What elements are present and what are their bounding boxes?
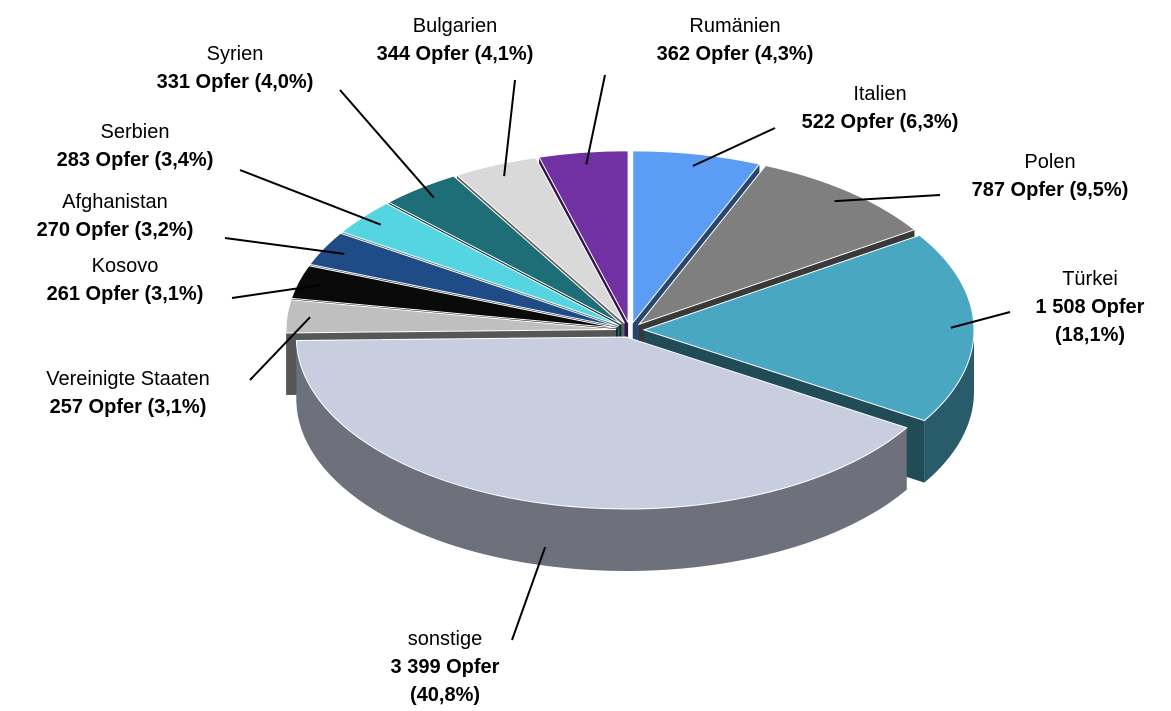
data-label: Syrien 331 Opfer (4,0%) [85,40,385,96]
slice-outer-wall [296,340,907,572]
leader-line [950,311,1011,329]
slice [455,157,625,324]
category-label: Italien [853,83,907,105]
slice [538,150,629,324]
value-label: 261 Opfer (3,1%) [46,283,204,305]
slice [387,175,622,325]
category-label: Syrien [206,43,264,65]
data-label: Italien 522 Opfer (6,3%) [730,80,1030,136]
data-label: Vereinigte Staaten 257 Opfer (3,1%) [0,365,278,421]
leader-line [339,89,435,199]
category-label: Bulgarien [412,15,498,37]
category-label: Rumänien [689,15,781,37]
data-label: Serbien 283 Opfer (3,4%) [0,118,285,174]
leader-line [249,316,311,381]
data-label: Bulgarien 344 Opfer (4,1%) [305,12,605,68]
data-label: Afghanistan 270 Opfer (3,2%) [0,188,265,244]
value-label: 270 Opfer (3,2%) [36,219,194,241]
slice [309,232,618,328]
leader-line [503,79,516,177]
data-label: sonstige 3 399 Opfer (40,8%) [360,625,530,709]
slice [637,165,916,326]
value-label: 331 Opfer (4,0%) [156,71,314,93]
data-label: Rumänien 362 Opfer (4,3%) [585,12,885,68]
leader-line [834,194,941,203]
slice-outer-wall [924,329,974,483]
value-label: 362 Opfer (4,3%) [656,43,814,65]
slice [290,265,617,329]
category-label: Vereinigte Staaten [46,368,210,390]
value-label: 257 Opfer (3,1%) [49,396,207,418]
value-label: 787 Opfer (9,5%) [971,179,1129,201]
data-label: Kosovo 261 Opfer (3,1%) [0,252,275,308]
leader-line [231,284,322,299]
leader-line [585,74,606,165]
value-label: 344 Opfer (4,1%) [376,43,534,65]
slice [632,150,761,325]
category-label: Afghanistan [62,191,168,213]
leader-line [239,169,382,226]
category-label: Polen [1024,151,1076,173]
leader-line [224,237,345,255]
category-label: sonstige [407,628,483,650]
category-label: Kosovo [91,255,159,277]
leader-line [511,546,547,641]
slice [642,234,975,422]
category-label: Serbien [100,121,170,143]
slice [285,299,617,334]
slice [295,336,908,510]
value-label: 522 Opfer (6,3%) [801,111,959,133]
data-label: Polen 787 Opfer (9,5%) [900,148,1171,204]
value-label: 1 508 Opfer (18,1%) [1035,296,1145,346]
category-label: Türkei [1062,268,1118,290]
value-label: 283 Opfer (3,4%) [56,149,214,171]
leader-line [692,127,776,167]
value-label: 3 399 Opfer (40,8%) [390,656,500,706]
data-label: Türkei 1 508 Opfer (18,1%) [1005,265,1171,349]
